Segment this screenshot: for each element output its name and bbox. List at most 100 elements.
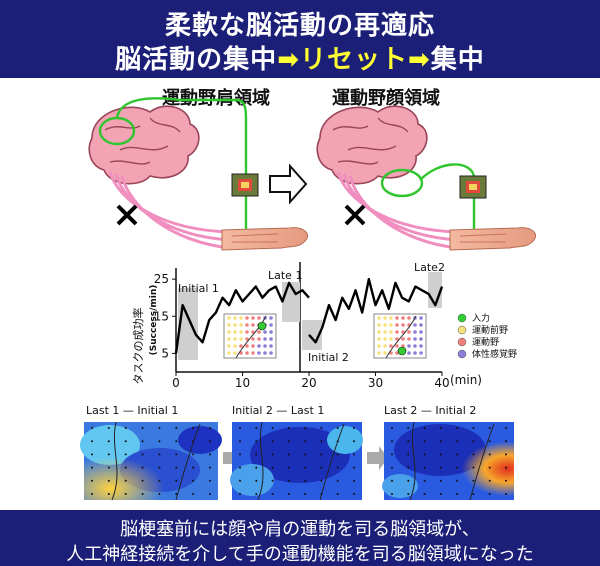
connection-wire bbox=[115, 97, 248, 174]
heatmap-electrode-dot bbox=[456, 479, 459, 482]
heatmap-electrode-dot bbox=[107, 466, 110, 469]
heatmap-electrode-dot bbox=[158, 479, 161, 482]
heatmap-electrode-dot bbox=[209, 479, 211, 482]
heatmap-electrode-dot bbox=[124, 427, 127, 429]
heatmap-electrode-dot bbox=[271, 453, 274, 456]
electrode-dot bbox=[377, 351, 381, 355]
heatmap-electrode-dot bbox=[391, 427, 393, 429]
annotation-late-2: Late2 bbox=[414, 261, 445, 274]
heatmap-electrode-dot bbox=[488, 493, 491, 495]
heatmap-electrode-dot bbox=[391, 493, 393, 495]
legend-swatch-somatosensory bbox=[457, 349, 467, 359]
heatmap-electrode-dot bbox=[472, 440, 475, 443]
heatmap-electrode-dot bbox=[353, 453, 355, 456]
heatmap-electrode-dot bbox=[107, 479, 110, 482]
heatmap-electrode-dot bbox=[175, 453, 178, 456]
heatmap-electrode-dot bbox=[488, 453, 491, 456]
heatmap-electrode-dot bbox=[124, 466, 127, 469]
electrode-dot bbox=[389, 323, 393, 327]
heatmap-electrode-dot bbox=[141, 427, 144, 429]
electrode-dot bbox=[239, 344, 243, 348]
heatmap-electrode-dot bbox=[304, 479, 307, 482]
heatmap-electrode-dot bbox=[456, 466, 459, 469]
heatmap-electrode-dot bbox=[472, 427, 475, 429]
electrode-dot bbox=[257, 351, 261, 355]
heatmap-electrode-dot bbox=[439, 493, 442, 495]
heatmap-electrode-dot bbox=[141, 440, 144, 443]
heatmap-electrode-dot bbox=[488, 466, 491, 469]
electrode-dot bbox=[383, 351, 387, 355]
electrode-dot bbox=[239, 316, 243, 320]
heatmap-electrode-dot bbox=[456, 440, 459, 443]
heatmap-electrode-dot bbox=[407, 479, 410, 482]
heatmap-electrode-dot bbox=[353, 479, 355, 482]
heatmap-electrode-dot bbox=[158, 453, 161, 456]
electrode-dot bbox=[377, 344, 381, 348]
electrode-dot bbox=[269, 330, 273, 334]
electrode-dot bbox=[263, 337, 267, 341]
electrode-dot bbox=[377, 323, 381, 327]
heatmap-electrode-dot bbox=[391, 466, 393, 469]
heatmap-electrode-dot bbox=[124, 493, 127, 495]
y-axis-label-jp: タスクの成功率 bbox=[131, 308, 145, 385]
x-tick-label: 30 bbox=[368, 376, 383, 390]
electrode-dot bbox=[233, 330, 237, 334]
heatmap-electrode-dot bbox=[320, 493, 323, 495]
heatmap-electrode-dot bbox=[320, 466, 323, 469]
electrode-dot bbox=[269, 344, 273, 348]
electrode-dot bbox=[413, 337, 417, 341]
heatmap-electrode-dot bbox=[407, 440, 410, 443]
heatmap-electrode-dot bbox=[439, 479, 442, 482]
electrode-dot bbox=[257, 316, 261, 320]
heatmap-electrode-dot bbox=[336, 427, 339, 429]
electrode-dot bbox=[419, 337, 423, 341]
electrode-dot bbox=[413, 323, 417, 327]
legend-label-somatosensory: 体性感覚野 bbox=[472, 348, 517, 360]
electrode-dot bbox=[395, 337, 399, 341]
arrow-icon: ➡ bbox=[408, 45, 431, 75]
electrode-dot bbox=[233, 316, 237, 320]
heatmap-electrode-dot bbox=[336, 440, 339, 443]
heatmap-electrode-dot bbox=[271, 479, 274, 482]
chart-legend: 入力 運動前野 運動野 体性感覚野 bbox=[457, 312, 517, 360]
brain-illustration-right bbox=[316, 105, 459, 250]
initial-2-highlight bbox=[302, 320, 322, 350]
heatmap-arrow-icon bbox=[367, 446, 388, 470]
electrode-dot bbox=[419, 344, 423, 348]
series-line-1 bbox=[174, 281, 310, 354]
heatmap-electrode-dot bbox=[158, 427, 161, 429]
heatmap-electrode-dot bbox=[192, 493, 195, 495]
electrode-dot bbox=[395, 344, 399, 348]
heatmap-electrode-dot bbox=[287, 427, 290, 429]
heatmap-electrode-dot bbox=[192, 466, 195, 469]
heatmap-label-3: Last 2 — Initial 2 bbox=[384, 404, 476, 417]
title-line-2: 脳活動の集中➡リセット➡集中 bbox=[0, 39, 600, 76]
electrode-dot bbox=[395, 316, 399, 320]
heatmap-electrode-dot bbox=[423, 453, 426, 456]
y-tick-label: 25 bbox=[154, 272, 169, 286]
electrode-dot bbox=[377, 330, 381, 334]
electrode-dot bbox=[389, 337, 393, 341]
electrode-dot bbox=[233, 344, 237, 348]
electrode-dot bbox=[269, 337, 273, 341]
electrode-dot bbox=[245, 323, 249, 327]
electrode-dot bbox=[251, 351, 255, 355]
heatmap-electrode-dot bbox=[239, 493, 241, 495]
heatmap-electrode-dot bbox=[255, 466, 258, 469]
heatmap-electrode-dot bbox=[124, 453, 127, 456]
electrode-dot bbox=[419, 351, 423, 355]
heatmap-electrode-dot bbox=[287, 453, 290, 456]
heatmap-electrode-dot bbox=[287, 466, 290, 469]
heatmap-electrode-dot bbox=[353, 440, 355, 443]
heatmap-electrode-dot bbox=[175, 466, 178, 469]
electrode-dot bbox=[251, 323, 255, 327]
transition-arrow-icon bbox=[269, 163, 308, 205]
electrode-dot bbox=[407, 337, 411, 341]
heatmap-2 bbox=[230, 421, 363, 501]
heatmap-electrode-dot bbox=[192, 453, 195, 456]
heatmap-electrode-dot bbox=[439, 427, 442, 429]
heatmap-electrode-dot bbox=[488, 427, 491, 429]
y-tick-label: 15 bbox=[154, 309, 169, 323]
electrode-dot bbox=[407, 330, 411, 334]
electrode-dot bbox=[233, 323, 237, 327]
